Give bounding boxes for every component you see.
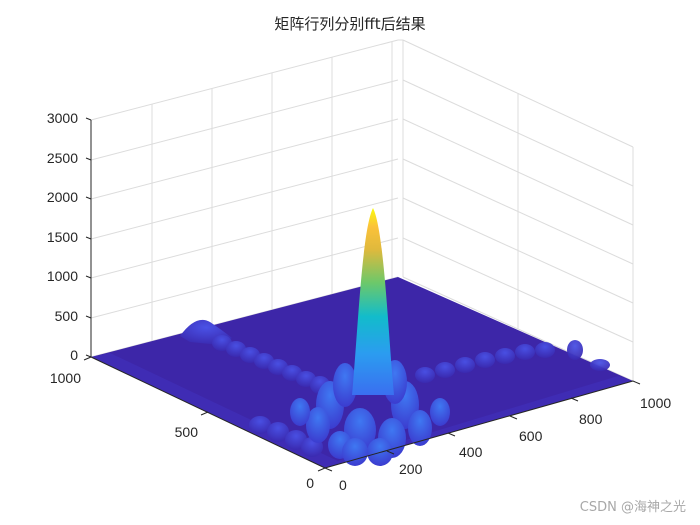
y-tick-labels: 1000 500 0 bbox=[50, 370, 314, 491]
axes bbox=[83, 117, 641, 472]
svg-text:2000: 2000 bbox=[47, 189, 78, 205]
svg-text:0: 0 bbox=[339, 477, 347, 493]
svg-text:200: 200 bbox=[399, 461, 423, 477]
z-tick-labels: 3000 2500 2000 1500 1000 500 0 bbox=[47, 110, 78, 363]
grid-right-wall bbox=[398, 39, 634, 382]
watermark: CSDN @海神之光 bbox=[579, 500, 686, 515]
svg-text:1500: 1500 bbox=[47, 229, 78, 245]
svg-text:400: 400 bbox=[459, 444, 483, 460]
svg-text:3000: 3000 bbox=[47, 110, 78, 126]
x-tick-labels: 0 200 400 600 800 1000 bbox=[339, 395, 671, 493]
svg-text:1000: 1000 bbox=[47, 268, 78, 284]
svg-text:800: 800 bbox=[579, 411, 603, 427]
svg-text:500: 500 bbox=[175, 424, 199, 440]
svg-text:500: 500 bbox=[55, 308, 79, 324]
svg-text:600: 600 bbox=[519, 428, 543, 444]
svg-text:0: 0 bbox=[306, 475, 314, 491]
svg-text:1000: 1000 bbox=[50, 370, 81, 386]
surface bbox=[91, 208, 633, 468]
chart-title: 矩阵行列分别fft后结果 bbox=[274, 15, 426, 33]
svg-text:0: 0 bbox=[70, 347, 78, 363]
x-axis-line bbox=[324, 380, 634, 469]
svg-text:1000: 1000 bbox=[640, 395, 671, 411]
svg-text:2500: 2500 bbox=[47, 150, 78, 166]
main-peak bbox=[352, 208, 394, 395]
